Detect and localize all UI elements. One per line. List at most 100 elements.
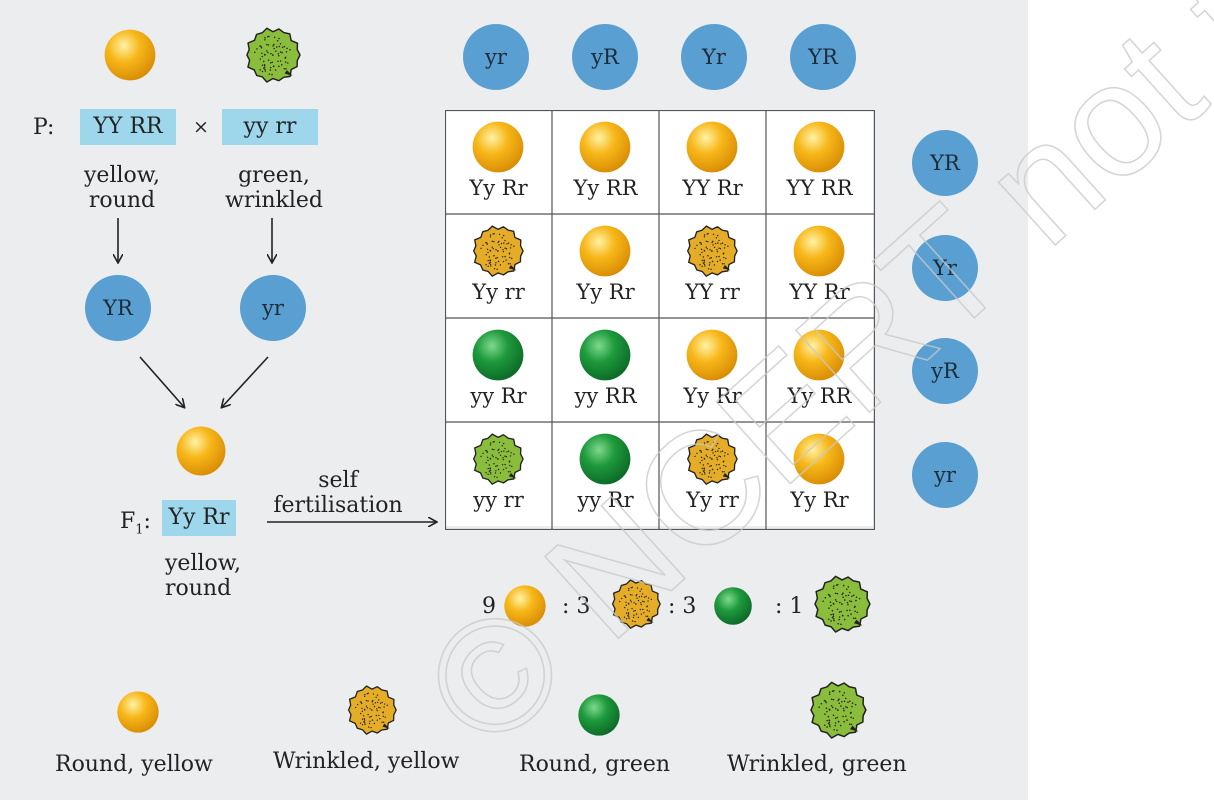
punnett-genotype: YY Rr — [682, 176, 743, 200]
legend-label: Wrinkled, green — [727, 752, 907, 777]
punnett-cell: Yy Rr — [659, 318, 766, 422]
punnett-cell: yy rr — [445, 422, 552, 526]
punnett-seed-icon — [471, 328, 525, 382]
punnett-cell: Yy RR — [766, 318, 873, 422]
ratio-number-9: 9 — [482, 594, 496, 619]
parent2-genotype: yy rr — [222, 109, 318, 145]
ratio-separator: : 1 — [775, 594, 804, 619]
parent2-gamete: yr — [240, 275, 306, 341]
legend-seed-icon — [116, 690, 160, 734]
gamete2-to-f1-arrow — [222, 356, 269, 407]
punnett-genotype: Yy rr — [472, 280, 525, 304]
parent1-phenotype: yellow, round — [72, 163, 172, 213]
punnett-genotype: YY rr — [685, 280, 740, 304]
legend-seed-icon — [808, 680, 868, 740]
punnett-seed-icon — [578, 328, 632, 382]
row-gamete: Yr — [912, 235, 978, 301]
legend-label: Wrinkled, yellow — [273, 749, 460, 774]
punnett-cell: yy Rr — [445, 318, 552, 422]
punnett-seed-icon — [792, 224, 846, 278]
parent1-gamete: YR — [85, 275, 151, 341]
dihybrid-cross-figure: P: YY RR × yy rr yellow, round green, wr… — [0, 0, 1028, 800]
self-label: self — [318, 468, 358, 493]
punnett-cell: Yy RR — [552, 110, 659, 214]
punnett-genotype: Yy rr — [686, 488, 739, 512]
punnett-genotype: yy RR — [574, 384, 637, 408]
f1-seed-icon — [175, 425, 227, 477]
punnett-seed-icon — [685, 328, 739, 382]
f1-phenotype-line1: yellow, — [165, 551, 241, 576]
parent2-phenotype-line1: green, — [238, 163, 310, 188]
punnett-seed-icon — [792, 432, 846, 486]
punnett-seed-icon — [685, 432, 739, 486]
row-gamete: yR — [912, 338, 978, 404]
punnett-genotype: Yy Rr — [469, 176, 528, 200]
parent2-phenotype: green, wrinkled — [218, 163, 330, 213]
ratio-seed-icon — [812, 574, 872, 634]
punnett-genotype: yy rr — [473, 488, 524, 512]
row-gamete: yr — [912, 442, 978, 508]
punnett-seed-icon — [685, 120, 739, 174]
column-gamete: YR — [790, 24, 856, 90]
ratio-separator: : 3 — [562, 594, 591, 619]
parent1-genotype: YY RR — [80, 109, 176, 145]
punnett-genotype: Yy Rr — [576, 280, 635, 304]
cross-arrows — [0, 218, 460, 540]
parent2-phenotype-line2: wrinkled — [224, 188, 324, 213]
column-gamete: yR — [572, 24, 638, 90]
punnett-cell: YY Rr — [766, 214, 873, 318]
punnett-genotype: Yy Rr — [683, 384, 742, 408]
punnett-cell: yy RR — [552, 318, 659, 422]
punnett-cell: YY rr — [659, 214, 766, 318]
ratio-seed-icon — [503, 584, 547, 628]
ratio-seed-icon — [713, 586, 753, 626]
f1-label: F1: — [120, 509, 151, 537]
punnett-cell: Yy Rr — [766, 422, 873, 526]
gamete1-to-f1-arrow — [139, 356, 184, 407]
punnett-genotype: Yy Rr — [790, 488, 849, 512]
f1-phenotype-line2: round — [165, 576, 232, 601]
self-fertilisation-label: self fertilisation — [266, 468, 410, 518]
punnett-seed-icon — [471, 224, 525, 278]
row-gamete: YR — [912, 130, 978, 196]
parent2-seed-icon — [244, 26, 302, 84]
punnett-seed-icon — [471, 120, 525, 174]
column-gamete: yr — [463, 24, 529, 90]
punnett-seed-icon — [685, 224, 739, 278]
cross-symbol: × — [193, 116, 209, 138]
punnett-genotype: Yy RR — [787, 384, 852, 408]
f1-label-sub: 1 — [135, 522, 144, 538]
punnett-seed-icon — [792, 120, 846, 174]
punnett-seed-icon — [578, 120, 632, 174]
punnett-seed-icon — [578, 432, 632, 486]
parent1-phenotype-line2: round — [88, 188, 156, 213]
punnett-seed-icon — [792, 328, 846, 382]
legend-seed-icon — [346, 684, 398, 736]
f1-label-main: F — [120, 509, 136, 534]
punnett-genotype: Yy RR — [573, 176, 638, 200]
punnett-seed-icon — [578, 224, 632, 278]
ratio-seed-icon — [610, 578, 662, 630]
punnett-grid-lines — [445, 110, 875, 530]
f1-genotype: Yy Rr — [162, 500, 236, 536]
parent1-phenotype-line1: yellow, — [84, 163, 160, 188]
punnett-cell: YY RR — [766, 110, 873, 214]
punnett-cell: Yy rr — [659, 422, 766, 526]
punnett-cell: Yy rr — [445, 214, 552, 318]
fertilisation-label: fertilisation — [273, 493, 403, 518]
punnett-genotype: YY Rr — [789, 280, 850, 304]
legend-label: Round, yellow — [55, 752, 213, 777]
parent-generation-label: P: — [33, 115, 55, 140]
punnett-cell: Yy Rr — [552, 214, 659, 318]
punnett-genotype: yy Rr — [470, 384, 527, 408]
punnett-genotype: yy Rr — [577, 488, 634, 512]
punnett-cell: yy Rr — [552, 422, 659, 526]
f1-label-colon: : — [143, 509, 151, 534]
punnett-genotype: YY RR — [786, 176, 853, 200]
parent1-seed-icon — [103, 28, 157, 82]
column-gamete: Yr — [681, 24, 747, 90]
f1-phenotype: yellow, round — [165, 551, 241, 601]
legend-label: Round, green — [519, 752, 671, 777]
punnett-cell: YY Rr — [659, 110, 766, 214]
ratio-separator: : 3 — [668, 594, 697, 619]
